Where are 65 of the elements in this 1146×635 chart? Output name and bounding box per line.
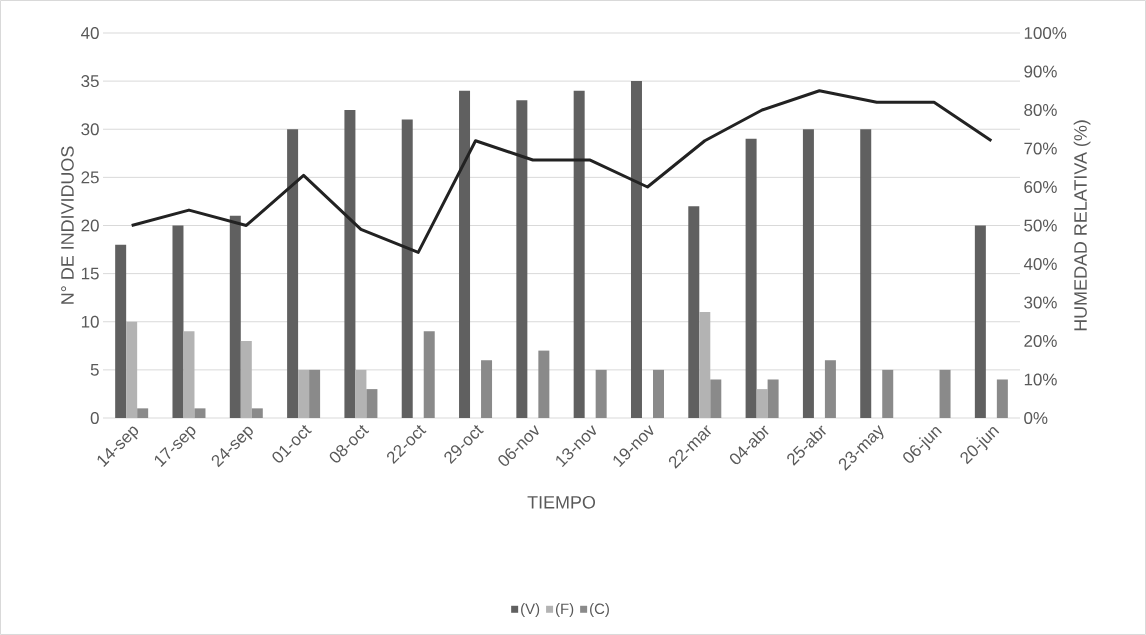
y-tick-label: 40 — [81, 26, 99, 39]
bar — [137, 408, 149, 418]
legend-label: (C) — [590, 603, 609, 618]
legend-label: (V) — [521, 603, 540, 618]
bar — [229, 215, 241, 418]
bar — [240, 340, 252, 418]
y-axis-title: N° DE INDIVIDUOS — [61, 146, 74, 304]
bar — [287, 129, 299, 418]
bar — [630, 81, 642, 418]
y2-tick-label: 100% — [1024, 26, 1067, 39]
x-axis-title: TIEMPO — [527, 495, 596, 509]
y2-tick-label: 80% — [1024, 103, 1057, 116]
y2-tick-label: 20% — [1024, 334, 1057, 347]
bar — [344, 109, 356, 418]
bar — [860, 129, 872, 418]
bar — [699, 312, 711, 418]
bar — [802, 129, 814, 418]
y-tick-label: 25 — [81, 171, 99, 184]
y-tick-label: 10 — [81, 315, 99, 328]
bar — [882, 369, 894, 418]
bar — [251, 408, 263, 418]
bar — [309, 369, 321, 418]
y-tick-label: 5 — [90, 363, 99, 376]
bar — [767, 379, 779, 418]
bar — [481, 360, 493, 418]
bar — [115, 244, 127, 418]
bar — [355, 369, 367, 418]
bar — [172, 225, 184, 418]
bar — [459, 90, 471, 418]
y2-tick-label: 30% — [1024, 296, 1057, 309]
bar — [366, 389, 378, 418]
y-tick-label: 15 — [81, 267, 99, 280]
bar — [939, 369, 951, 418]
y2-tick-label: 10% — [1024, 373, 1057, 386]
y-tick-label: 30 — [81, 123, 99, 136]
bar — [756, 389, 768, 418]
bar — [573, 90, 585, 418]
bar — [298, 369, 310, 418]
y2-axis-title: HUMEDAD RELATIVA (%) — [1073, 120, 1091, 331]
bar — [745, 138, 757, 418]
bar — [595, 369, 607, 418]
bar — [183, 331, 195, 418]
bar — [194, 408, 206, 418]
y2-tick-label: 70% — [1024, 142, 1057, 155]
y-tick-label: 0 — [90, 411, 99, 424]
y2-tick-label: 0% — [1024, 411, 1048, 424]
y2-tick-label: 60% — [1024, 180, 1057, 193]
line-series — [130, 89, 993, 254]
bar — [538, 350, 550, 418]
bar — [974, 225, 986, 418]
bar — [516, 100, 528, 418]
bar — [824, 360, 836, 418]
bar — [652, 369, 664, 418]
y-tick-label: 35 — [81, 75, 99, 88]
bar — [423, 331, 435, 418]
bar — [710, 379, 722, 418]
y2-tick-label: 90% — [1024, 65, 1057, 78]
bar — [401, 119, 413, 418]
bar — [126, 321, 138, 418]
legend-label: (F) — [555, 603, 574, 618]
bar — [688, 206, 700, 418]
bar — [996, 379, 1008, 418]
y2-tick-label: 40% — [1023, 257, 1057, 270]
y2-tick-label: 50% — [1024, 219, 1057, 232]
y-tick-label: 20 — [81, 219, 99, 232]
